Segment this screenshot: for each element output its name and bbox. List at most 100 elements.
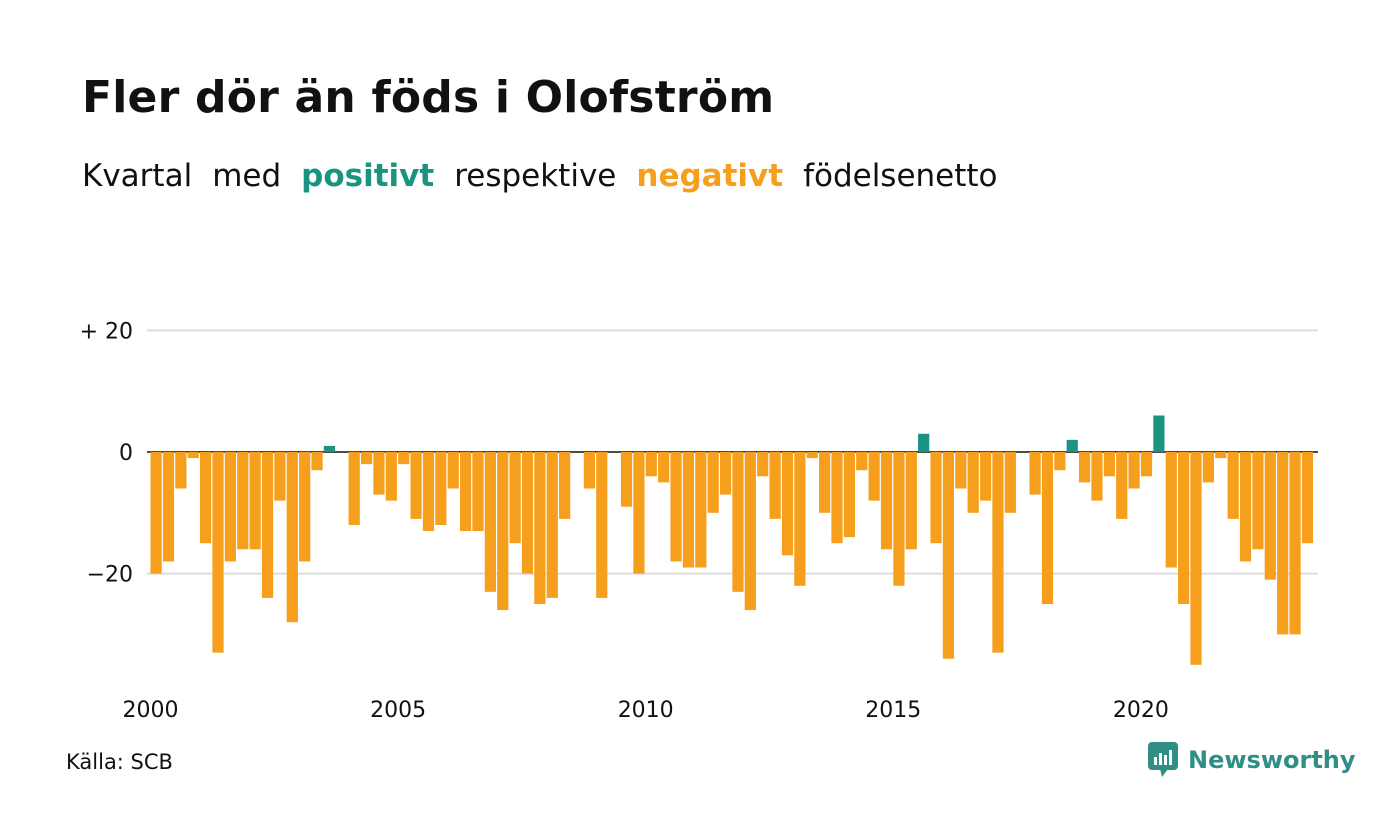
bar-negative xyxy=(1079,452,1091,483)
bar-negative xyxy=(1239,452,1252,562)
bar-negative xyxy=(658,452,670,483)
bar-negative xyxy=(447,452,459,489)
bar-negative xyxy=(200,452,212,544)
bar-negative xyxy=(682,452,695,568)
bar-negative xyxy=(435,452,447,525)
bar-negative xyxy=(843,452,855,538)
bar-negative xyxy=(806,452,818,459)
bar-negative xyxy=(583,452,595,489)
source-note: Källa: SCB xyxy=(66,750,173,774)
bar-negative xyxy=(472,452,484,532)
bar-negative xyxy=(509,452,521,544)
bar-negative xyxy=(819,452,831,513)
bar-negative xyxy=(596,452,608,598)
bar-negative xyxy=(880,452,893,550)
bar-negative xyxy=(410,452,422,519)
bar-positive xyxy=(1153,415,1165,452)
bar-negative xyxy=(707,452,719,513)
bar-negative xyxy=(893,452,905,586)
bar-negative xyxy=(224,452,236,562)
bar-negative xyxy=(719,452,732,495)
bar-negative xyxy=(1091,452,1103,501)
bar-negative xyxy=(484,452,496,592)
bar-negative xyxy=(286,452,298,623)
bar-negative xyxy=(1041,452,1054,604)
bar-negative xyxy=(633,452,645,574)
subtitle-negative: negativt xyxy=(636,158,784,194)
subtitle-word: med xyxy=(212,158,282,194)
bar-negative xyxy=(868,452,880,501)
brand-name: Newsworthy xyxy=(1188,746,1356,774)
bar-negative xyxy=(1029,452,1041,495)
bar-negative xyxy=(311,452,323,471)
chart-bubble-icon xyxy=(1148,742,1178,777)
bar-negative xyxy=(620,452,633,507)
bar-negative xyxy=(274,452,286,501)
bar-negative xyxy=(781,452,794,556)
chart-title: Fler dör än föds i Olofström xyxy=(82,72,775,123)
bar-negative xyxy=(905,452,917,550)
bar-negative xyxy=(856,452,868,471)
bar-negative xyxy=(237,452,249,550)
bar-negative xyxy=(769,452,781,519)
y-tick-label: 0 xyxy=(119,441,133,466)
bar-negative xyxy=(1215,452,1227,459)
bar-negative xyxy=(1128,452,1140,489)
subtitle-word: födelsenetto xyxy=(803,158,998,194)
subtitle-word: respektive xyxy=(454,158,617,194)
bar-negative xyxy=(497,452,509,611)
bar-negative xyxy=(1264,452,1276,580)
bar-negative xyxy=(794,452,806,586)
bar-negative xyxy=(979,452,992,501)
bar-negative xyxy=(1190,452,1202,665)
bar-negative xyxy=(422,452,435,532)
bar-negative xyxy=(546,452,558,598)
bar-negative xyxy=(1301,452,1314,544)
bar-negative xyxy=(1054,452,1066,471)
subtitle-positive: positivt xyxy=(301,158,435,194)
bar-negative xyxy=(942,452,955,659)
x-tick-label: 2010 xyxy=(618,698,674,723)
bar-negative xyxy=(1277,452,1289,635)
chart-subtitle: Kvartal med positivt respektive negativt föde… xyxy=(82,158,1018,194)
bar-negative xyxy=(398,452,410,465)
bar-negative xyxy=(559,452,571,519)
bar-negative xyxy=(1103,452,1115,477)
x-tick-label: 2020 xyxy=(1113,698,1169,723)
bar-negative xyxy=(1178,452,1190,604)
bar-negative xyxy=(212,452,224,653)
bar-chart: + 20 0 −20 2000 2005 2010 2015 2020 xyxy=(80,319,1318,723)
bar-negative xyxy=(1140,452,1153,477)
bar-negative xyxy=(1252,452,1264,550)
bar-negative xyxy=(744,452,756,611)
bar-negative xyxy=(348,452,360,525)
bar-negative xyxy=(162,452,175,562)
bar-negative xyxy=(992,452,1004,653)
bar-negative xyxy=(1165,452,1177,568)
bar-negative xyxy=(1202,452,1214,483)
brand-logo: Newsworthy xyxy=(1148,742,1356,778)
bar-negative xyxy=(1116,452,1128,519)
bar-negative xyxy=(1004,452,1016,513)
bar-negative xyxy=(1289,452,1301,635)
y-tick-label: −20 xyxy=(87,563,133,588)
x-tick-label: 2015 xyxy=(865,698,921,723)
x-tick-label: 2000 xyxy=(123,698,179,723)
bar-negative xyxy=(373,452,385,495)
bar-negative xyxy=(460,452,472,532)
bar-negative xyxy=(187,452,199,459)
bar-negative xyxy=(261,452,274,598)
bar-negative xyxy=(930,452,942,544)
bar-negative xyxy=(967,452,979,513)
bar-negative xyxy=(645,452,657,477)
bar-negative xyxy=(831,452,843,544)
bar-positive xyxy=(323,445,336,452)
bar-negative xyxy=(732,452,744,592)
bar-negative xyxy=(360,452,373,465)
bar-negative xyxy=(695,452,707,568)
bar-negative xyxy=(670,452,682,562)
bar-negative xyxy=(175,452,187,489)
bar-negative xyxy=(955,452,967,489)
y-tick-label: + 20 xyxy=(80,319,133,344)
bar-negative xyxy=(757,452,769,477)
